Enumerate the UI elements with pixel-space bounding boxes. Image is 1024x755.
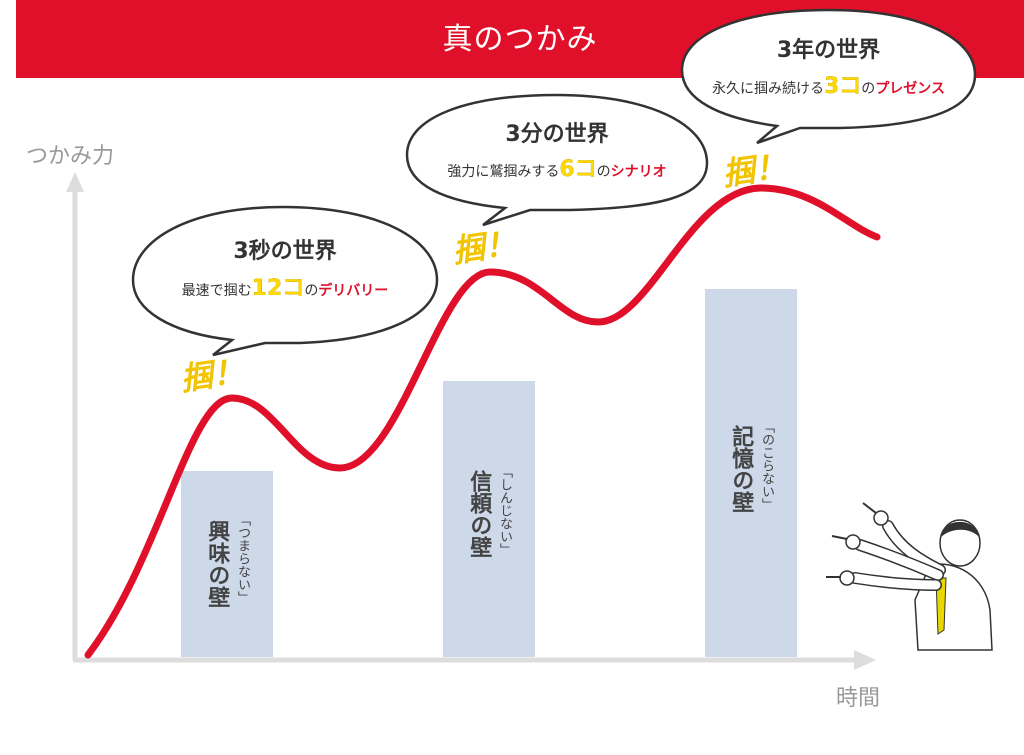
page-title: 真のつかみ [442,22,598,57]
grip-curve [84,184,881,659]
y-axis-arrow [66,172,84,192]
bubble-3-emph: プレゼンス [875,81,946,97]
bubble-2-text: 強力に鷲掴みする6コのシナリオ [407,151,707,183]
grab-mark-2: 掴！ [449,223,519,271]
bubble-2-title: 3分の世界 [505,122,609,147]
bubble-1-title: 3秒の世界 [233,239,337,264]
bubble-2-mid: の [596,164,611,180]
x-axis-arrow [854,650,876,670]
bubble-1-text: 最速で掴む12コのデリバリー [133,270,437,302]
wall-bar-2 [443,381,535,657]
presenter-illustration [826,502,993,651]
bubble-3-num: 3 [823,74,840,99]
wall-1-name: 興味の壁 [204,520,230,608]
bubble-2-unit: コ [574,157,597,182]
x-axis-label: 時間 [836,686,881,711]
bubble-1-pre: 最速で掴む [181,283,252,299]
bubble-2-num: 6 [559,157,575,182]
wall-3-reading: 「のこらない」 [759,420,774,511]
wall-3-name: 記憶の壁 [728,425,754,513]
bubble-3-unit: コ [839,74,862,99]
wall-bar-1 [181,471,273,657]
wall-2-name: 信頼の壁 [466,470,492,558]
bubble-3-pre: 永久に掴み続ける [711,81,824,97]
bubble-1-emph: デリバリー [318,283,389,299]
bubble-1-unit: コ [282,276,305,301]
bubble-3-mid: の [861,81,876,97]
bubble-3-shape [680,8,977,145]
bubble-3-title: 3年の世界 [776,38,881,63]
wall-bar-3 [705,289,797,657]
wall-2-reading: 「しんじない」 [497,465,512,556]
wall-1-reading: 「つまらない」 [235,513,250,604]
bubble-2-shape [405,93,709,227]
grab-mark-1: 掴！ [177,351,247,399]
grab-mark-3: 掴！ [719,146,789,194]
bubble-1-num: 12 [251,276,283,301]
bubble-2-emph: シナリオ [610,164,667,180]
bubble-1-shape [131,205,439,357]
bubble-2-pre: 強力に鷲掴みする [447,164,560,180]
y-axis-label: つかみ力 [26,144,115,169]
bubble-3-text: 永久に掴み続ける3コのプレゼンス [682,68,975,100]
bubble-1-mid: の [304,283,319,299]
